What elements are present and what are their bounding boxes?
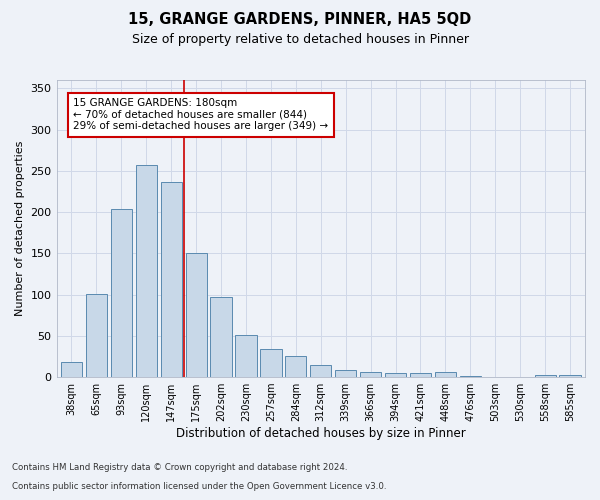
Bar bbox=[161, 182, 182, 377]
Bar bbox=[235, 335, 257, 377]
Bar bbox=[410, 373, 431, 377]
Bar bbox=[460, 376, 481, 377]
Bar bbox=[310, 364, 331, 377]
Bar bbox=[335, 370, 356, 377]
Bar bbox=[385, 373, 406, 377]
Bar bbox=[260, 349, 281, 377]
Bar bbox=[360, 372, 381, 377]
Bar bbox=[61, 362, 82, 377]
Bar bbox=[211, 297, 232, 377]
Text: 15, GRANGE GARDENS, PINNER, HA5 5QD: 15, GRANGE GARDENS, PINNER, HA5 5QD bbox=[128, 12, 472, 28]
Bar bbox=[185, 254, 207, 377]
Bar bbox=[285, 356, 307, 377]
Bar bbox=[136, 165, 157, 377]
X-axis label: Distribution of detached houses by size in Pinner: Distribution of detached houses by size … bbox=[176, 427, 466, 440]
Text: 15 GRANGE GARDENS: 180sqm
← 70% of detached houses are smaller (844)
29% of semi: 15 GRANGE GARDENS: 180sqm ← 70% of detac… bbox=[73, 98, 329, 132]
Bar bbox=[559, 376, 581, 377]
Bar bbox=[86, 294, 107, 377]
Text: Contains HM Land Registry data © Crown copyright and database right 2024.: Contains HM Land Registry data © Crown c… bbox=[12, 464, 347, 472]
Y-axis label: Number of detached properties: Number of detached properties bbox=[15, 141, 25, 316]
Bar bbox=[111, 208, 132, 377]
Bar bbox=[535, 374, 556, 377]
Bar bbox=[435, 372, 456, 377]
Text: Contains public sector information licensed under the Open Government Licence v3: Contains public sector information licen… bbox=[12, 482, 386, 491]
Text: Size of property relative to detached houses in Pinner: Size of property relative to detached ho… bbox=[131, 32, 469, 46]
